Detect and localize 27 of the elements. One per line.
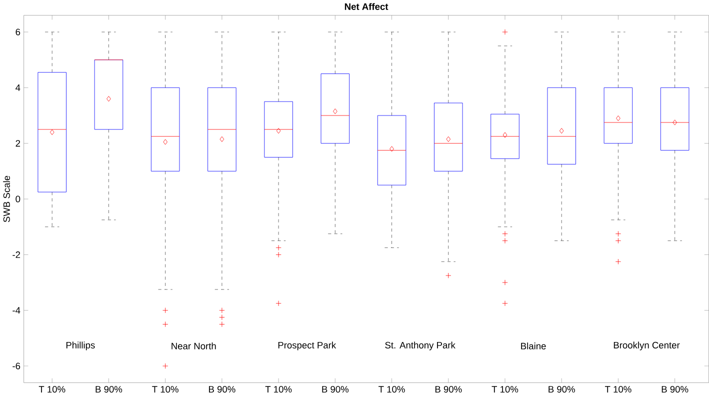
x-tick-label: T 10% [492,386,518,393]
x-tick-label: B 90% [322,386,349,393]
x-tick-label: B 90% [208,386,236,393]
x-tick-label: B 90% [435,386,462,393]
x-tick-label: B 90% [662,386,688,393]
y-tick-label: 6 [16,28,20,36]
annotation: Blaine [521,342,546,350]
x-tick-label: T 10% [152,386,178,393]
y-tick-label: -2 [12,252,20,258]
y-tick-label: 0 [16,196,20,202]
annotation: Near North [172,342,216,350]
y-tick-label: -4 [12,307,20,314]
x-tick-label: T 10% [38,386,66,393]
y-tick-label: 2 [16,140,20,147]
x-tick-label: T 10% [265,386,292,393]
x-tick-label: T 10% [378,386,405,393]
x-tick-label: B 90% [96,386,122,393]
x-tick-label: B 90% [548,386,575,393]
x-tick-label: T 10% [604,386,632,393]
chart-title: Net Affect [344,3,388,10]
annotation: Prospect Park [278,342,336,350]
annotation: Phillips [66,342,95,350]
annotation: St. Anthony Park [385,342,456,350]
y-tick-label: 4 [16,84,20,92]
y-tick-label: -6 [12,362,20,370]
y-axis-title: SWB Scale [3,176,10,222]
annotation: Brooklyn Center [614,342,680,350]
